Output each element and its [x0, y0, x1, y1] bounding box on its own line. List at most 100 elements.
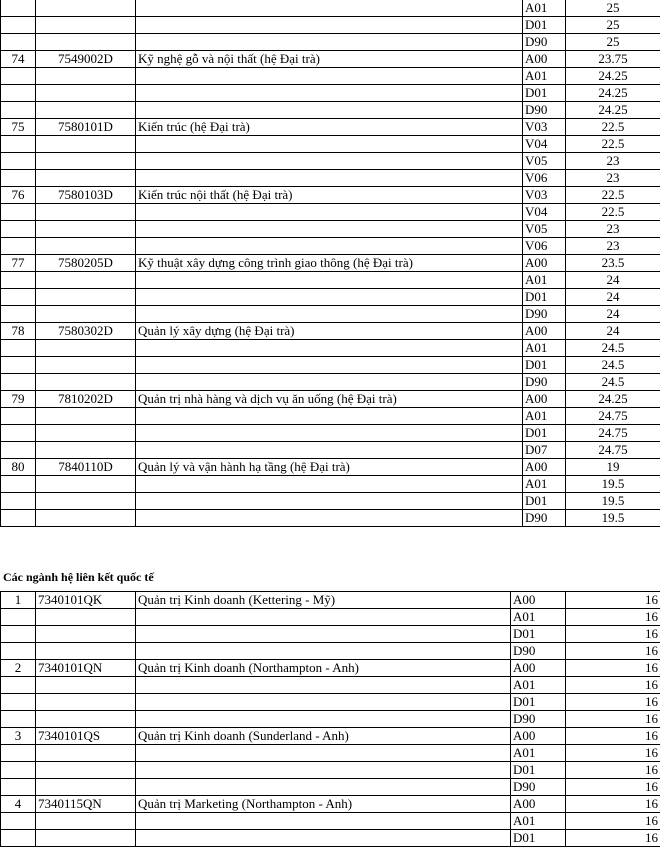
score: 25 — [565, 33, 660, 51]
subject-group: V04 — [522, 135, 566, 153]
major-name — [135, 203, 523, 221]
major-code — [35, 509, 136, 527]
major-name — [135, 710, 511, 728]
score: 24 — [565, 322, 660, 340]
score: 24 — [565, 305, 660, 323]
score: 25 — [565, 16, 660, 34]
row: D90 25 — [0, 33, 660, 51]
score: 16 — [565, 778, 660, 796]
major-code — [35, 271, 136, 289]
major-name — [135, 16, 523, 34]
major-code — [35, 16, 136, 34]
row-number: 76 — [0, 186, 36, 204]
subject-group: V06 — [522, 169, 566, 187]
major-code — [35, 475, 136, 493]
major-name: Quản trị Kinh doanh (Northampton - Anh) — [135, 659, 511, 677]
subject-group: D01 — [522, 356, 566, 374]
row-number: 77 — [0, 254, 36, 272]
row: V05 23 — [0, 220, 660, 238]
row-number: 2 — [0, 659, 36, 677]
row: D01 25 — [0, 16, 660, 34]
subject-group: A01 — [522, 0, 566, 17]
score: 16 — [565, 727, 660, 745]
row-number — [0, 339, 36, 357]
major-code — [35, 135, 136, 153]
row-number — [0, 67, 36, 85]
score: 16 — [565, 591, 660, 609]
subject-group: A01 — [522, 271, 566, 289]
score: 24.5 — [565, 339, 660, 357]
row: D01 16 — [0, 761, 660, 779]
score: 24.25 — [565, 84, 660, 102]
score: 16 — [565, 812, 660, 830]
subject-group: D90 — [510, 642, 566, 660]
major-code — [35, 710, 136, 728]
score: 22.5 — [565, 203, 660, 221]
major-code: 7580101D — [35, 118, 136, 136]
row: D01 24.5 — [0, 356, 660, 374]
score: 24.5 — [565, 373, 660, 391]
score: 22.5 — [565, 186, 660, 204]
row: A01 16 — [0, 744, 660, 762]
score: 16 — [565, 744, 660, 762]
major-name — [135, 288, 523, 306]
major-code: 7340115QN — [35, 795, 136, 813]
row: D90 24.25 — [0, 101, 660, 119]
score: 19.5 — [565, 492, 660, 510]
row: D01 16 — [0, 829, 660, 847]
row: D01 16 — [0, 693, 660, 711]
major-name — [135, 693, 511, 711]
major-code — [35, 220, 136, 238]
major-name — [135, 33, 523, 51]
row-number — [0, 608, 36, 626]
subject-group: D01 — [522, 424, 566, 442]
row-number — [0, 676, 36, 694]
major-code: 7810202D — [35, 390, 136, 408]
row: 75 7580101D Kiến trúc (hệ Đại trà) V03 22.5 — [0, 118, 660, 136]
row-number — [0, 356, 36, 374]
international-table: 1 7340101QK Quản trị Kinh doanh (Kettering… — [0, 591, 660, 847]
major-code — [35, 642, 136, 660]
major-code — [35, 67, 136, 85]
major-name — [135, 829, 511, 847]
major-name — [135, 492, 523, 510]
subject-group: A00 — [510, 659, 566, 677]
major-code: 7549002D — [35, 50, 136, 68]
major-code — [35, 829, 136, 847]
major-name — [135, 339, 523, 357]
subject-group: D01 — [510, 761, 566, 779]
major-name — [135, 356, 523, 374]
section-title: Các ngành hệ liên kết quốc tế — [3, 570, 154, 584]
row-number — [0, 16, 36, 34]
row-number — [0, 710, 36, 728]
row-number — [0, 693, 36, 711]
row-number — [0, 220, 36, 238]
subject-group: D90 — [510, 778, 566, 796]
row: D01 16 — [0, 625, 660, 643]
row-number — [0, 492, 36, 510]
major-name: Quản lý và vận hành hạ tầng (hệ Đại trà) — [135, 458, 523, 476]
subject-group: D01 — [522, 84, 566, 102]
row-number — [0, 237, 36, 255]
row: 74 7549002D Kỹ nghệ gỗ và nội thất (hệ Đại… — [0, 50, 660, 68]
row-number: 79 — [0, 390, 36, 408]
major-name — [135, 625, 511, 643]
score: 24.75 — [565, 407, 660, 425]
subject-group: V06 — [522, 237, 566, 255]
score: 23 — [565, 237, 660, 255]
score: 23 — [565, 169, 660, 187]
major-name — [135, 407, 523, 425]
row-number — [0, 829, 36, 847]
major-name — [135, 271, 523, 289]
major-code — [35, 424, 136, 442]
subject-group: D90 — [522, 305, 566, 323]
row-number — [0, 441, 36, 459]
major-code — [35, 169, 136, 187]
subject-group: A00 — [522, 390, 566, 408]
score: 22.5 — [565, 135, 660, 153]
subject-group: A01 — [510, 676, 566, 694]
row: D01 24.25 — [0, 84, 660, 102]
row-number: 3 — [0, 727, 36, 745]
major-name — [135, 812, 511, 830]
major-code — [35, 492, 136, 510]
